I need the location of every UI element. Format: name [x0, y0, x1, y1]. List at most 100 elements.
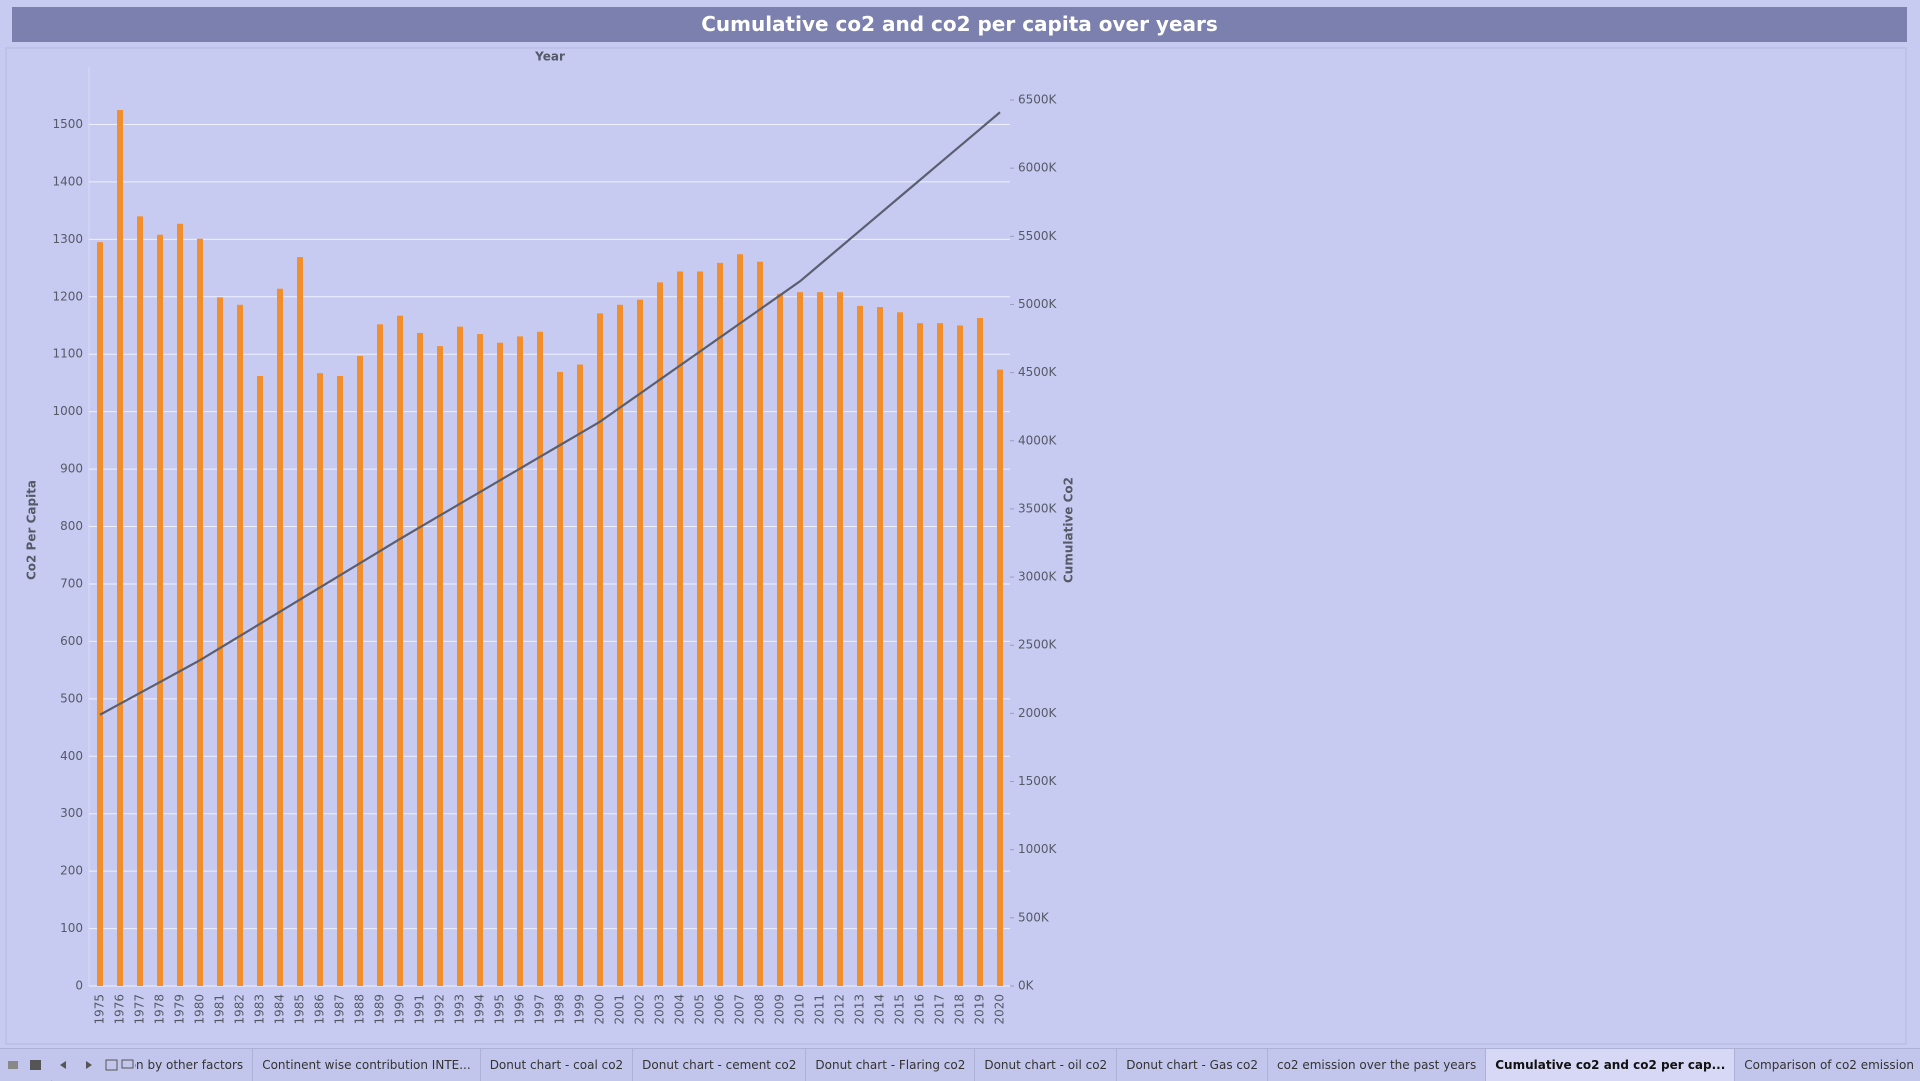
x-tick-label: 2008: [753, 994, 767, 1025]
x-tick-label: 1985: [293, 994, 307, 1025]
x-tick-label: 2018: [953, 994, 967, 1025]
bar: [537, 331, 543, 986]
bar: [997, 369, 1003, 986]
x-tick-label: 2014: [873, 994, 887, 1025]
x-tick-label: 2017: [933, 994, 947, 1025]
bar: [777, 293, 783, 986]
bar: [757, 261, 763, 986]
x-tick-label: 2020: [993, 994, 1007, 1025]
bar: [857, 305, 863, 986]
tab[interactable]: Donut chart - Flaring co2: [806, 1049, 976, 1081]
tab[interactable]: co2 emission over the past years: [1268, 1049, 1487, 1081]
bar: [137, 216, 143, 986]
icon[interactable]: [8, 1061, 18, 1069]
y-tick-label: 500: [60, 691, 83, 705]
x-tick-label: 1977: [133, 994, 147, 1025]
y-tick-label: 0: [75, 979, 83, 993]
bar: [797, 292, 803, 986]
x-tick-label: 1988: [353, 994, 367, 1025]
tab-bar: Factors CO2 Emission by other factors Cont…: [0, 1048, 1920, 1081]
y-tick-label: 900: [60, 462, 83, 476]
y2-tick-label: 5000K: [1018, 297, 1058, 311]
x-tick-label: 1989: [373, 994, 387, 1025]
bar: [317, 373, 323, 987]
y2-tick-label: 3000K: [1018, 570, 1058, 584]
bar: [437, 346, 443, 986]
bar: [97, 242, 103, 986]
bar: [557, 371, 563, 986]
tab[interactable]: Donut chart - coal co2: [481, 1049, 634, 1081]
tab[interactable]: Donut chart - Gas co2: [1117, 1049, 1268, 1081]
tab[interactable]: Cumulative co2 and co2 per cap...: [1486, 1049, 1736, 1081]
tab[interactable]: Donut chart - oil co2: [975, 1049, 1118, 1081]
x-tick-label: 1987: [333, 994, 347, 1025]
bar: [917, 323, 923, 986]
y-tick-label: 1200: [52, 289, 83, 303]
bar: [457, 326, 463, 986]
y2-tick-label: 3500K: [1018, 501, 1058, 515]
x-tick-label: 2003: [653, 994, 667, 1025]
bar: [717, 262, 723, 986]
y2-tick-label: 4000K: [1018, 433, 1058, 447]
chart: Year Co2 Per Capita Cumulative Co2 0 100 2…: [5, 47, 1907, 1045]
tab[interactable]: Comparison of co2 emission: [1735, 1049, 1920, 1081]
bar: [237, 304, 243, 986]
bar: [517, 336, 523, 987]
y-tick-label: 300: [60, 806, 83, 820]
y2-tick-label: 2500K: [1018, 638, 1058, 652]
tab[interactable]: Continent wise contribution INTE...: [253, 1049, 481, 1081]
x-tick-label: 1995: [493, 994, 507, 1025]
tab[interactable]: Donut chart - cement co2: [633, 1049, 807, 1081]
bar: [737, 254, 743, 987]
x-tick-label: 1981: [213, 994, 227, 1025]
bar: [977, 318, 983, 987]
y-tick-label: 1100: [52, 347, 83, 361]
bar: [377, 324, 383, 986]
x-tick-label: 1998: [553, 994, 567, 1025]
y-tick-label: 1400: [52, 174, 83, 188]
x-tick-label: 2013: [853, 994, 867, 1025]
x-tick-label: 2006: [713, 994, 727, 1025]
x-tick-label: 2005: [693, 994, 707, 1025]
bar: [577, 364, 583, 986]
x-tick-label: 1980: [193, 994, 207, 1025]
y-axis-title: Co2 Per Capita: [25, 480, 39, 580]
bar: [217, 297, 223, 987]
y-tick-label: 700: [60, 576, 83, 590]
x-tick-label: 1984: [273, 994, 287, 1025]
icon[interactable]: [121, 1059, 134, 1069]
nav-icons: [0, 1049, 135, 1080]
x-tick-label: 2010: [793, 994, 807, 1025]
icon[interactable]: [30, 1060, 41, 1070]
bar: [497, 342, 503, 986]
line: [99, 111, 1001, 716]
y-tick-label: 200: [60, 864, 83, 878]
icon[interactable]: [105, 1059, 118, 1071]
x-tick-label: 2015: [893, 994, 907, 1025]
y2-tick-label: 2000K: [1018, 706, 1058, 720]
x-tick-label: 1994: [473, 994, 487, 1025]
frame: [5, 47, 1907, 1045]
x-tick-label: 1975: [93, 994, 107, 1025]
bar: [877, 307, 883, 986]
x-tick-label: 1996: [513, 994, 527, 1025]
x-tick-label: 2001: [613, 994, 627, 1025]
y2-tick-label: 0K: [1018, 979, 1035, 993]
x-tick-label: 1979: [173, 994, 187, 1025]
bar: [177, 223, 183, 986]
bar: [897, 312, 903, 986]
icon[interactable]: [86, 1061, 92, 1069]
y-tick-label: 400: [60, 749, 83, 763]
bar: [957, 325, 963, 986]
x-tick-label: 1990: [393, 994, 407, 1025]
x-tick-label: 2011: [813, 994, 827, 1025]
x-tick-label: 2009: [773, 994, 787, 1025]
icon[interactable]: [60, 1061, 66, 1069]
y-tick-label: 1300: [52, 232, 83, 246]
x-tick-label: 1992: [433, 994, 447, 1025]
y2-tick-label: 6500K: [1018, 92, 1058, 106]
x-tick-label: 1991: [413, 994, 427, 1025]
x-tick-label: 2000: [593, 994, 607, 1025]
chart-title: Cumulative co2 and co2 per capita over y…: [12, 7, 1907, 42]
x-tick-label: 1993: [453, 994, 467, 1025]
